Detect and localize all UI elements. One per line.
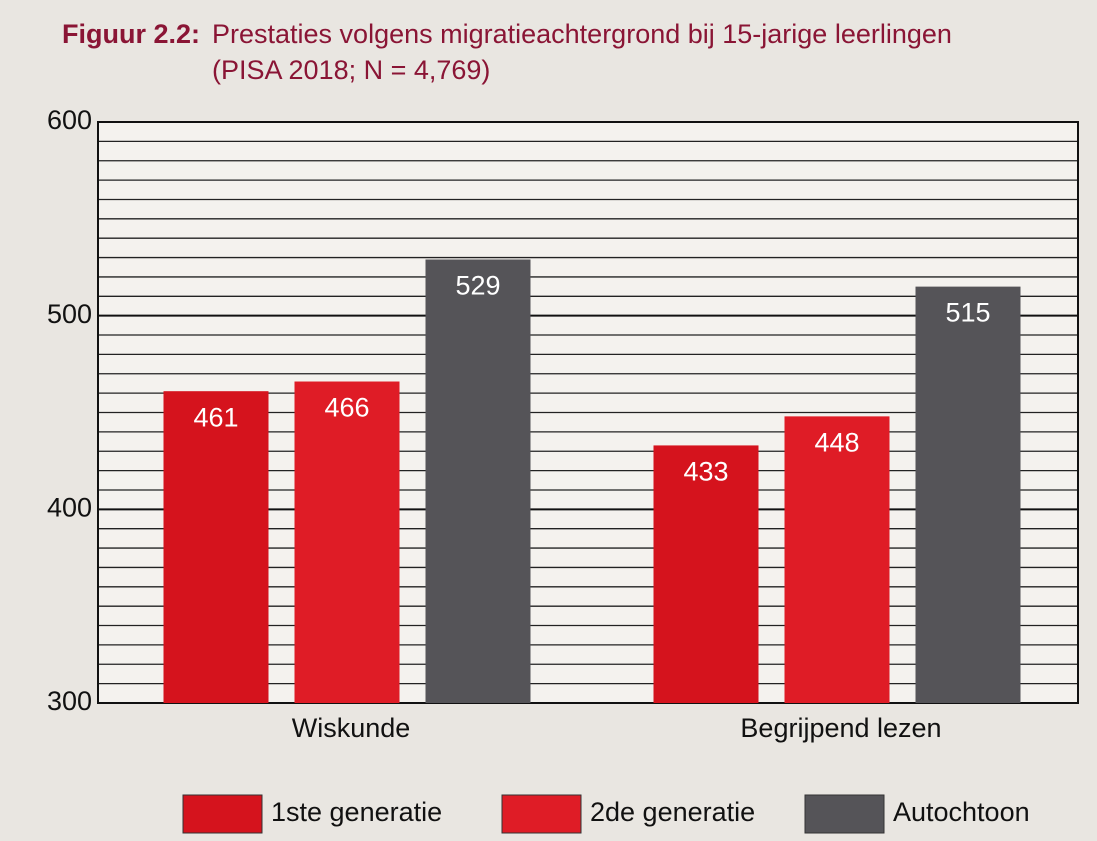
value-label: 515 [945, 298, 990, 328]
chart-subtitle: (PISA 2018; N = 4,769) [212, 55, 490, 85]
bar [784, 416, 890, 703]
bar [163, 391, 269, 703]
legend-label: 2de generatie [590, 797, 755, 827]
bar [425, 259, 531, 703]
legend-label: Autochtoon [893, 797, 1030, 827]
legend-swatch [501, 794, 582, 834]
chart-title: Prestaties volgens migratieachtergrond b… [212, 19, 952, 49]
y-tick-label: 600 [47, 105, 92, 135]
value-label: 461 [193, 402, 238, 432]
legend-label: 1ste generatie [271, 797, 442, 827]
value-label: 448 [814, 427, 859, 457]
value-label: 466 [324, 393, 369, 423]
legend-swatch [182, 794, 263, 834]
y-tick-label: 400 [47, 492, 92, 522]
figure-label: Figuur 2.2: [62, 19, 200, 49]
legend-swatch [804, 794, 885, 834]
plot-frame [97, 121, 1079, 704]
x-tick-label: Wiskunde [292, 713, 411, 743]
bar [294, 381, 400, 703]
value-label: 529 [455, 271, 500, 301]
bar [653, 445, 759, 703]
value-label: 433 [683, 457, 728, 487]
y-tick-label: 500 [47, 299, 92, 329]
y-tick-label: 300 [47, 686, 92, 716]
bar [915, 286, 1021, 703]
x-tick-label: Begrijpend lezen [740, 713, 941, 743]
